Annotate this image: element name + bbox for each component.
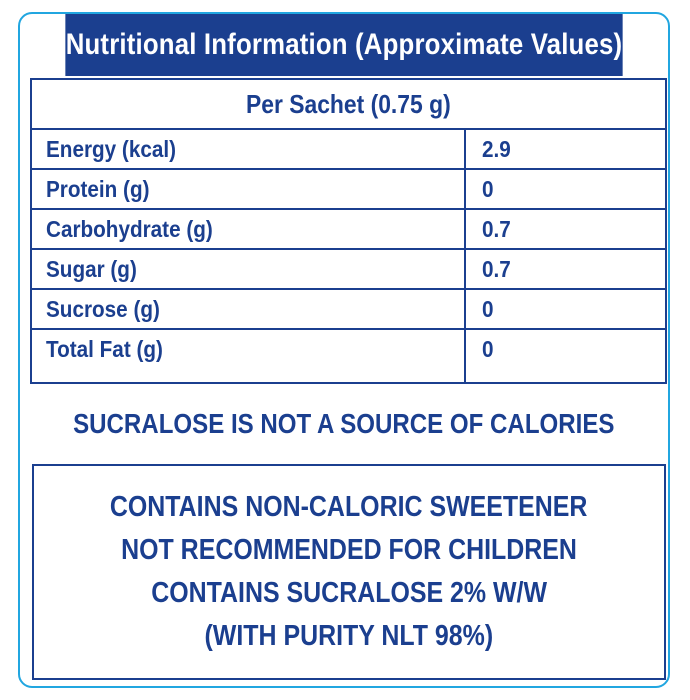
- warning-text: CONTAINS NON-CALORIC SWEETENER: [110, 491, 588, 523]
- table-row: Protein (g) 0: [32, 170, 665, 210]
- nutrition-header: Nutritional Information (Approximate Val…: [65, 14, 623, 76]
- nutrient-value: 0.7: [482, 216, 511, 242]
- nutrient-name: Total Fat (g): [46, 336, 163, 362]
- table-row: Energy (kcal) 2.9: [32, 130, 665, 170]
- calorie-notice: SUCRALOSE IS NOT A SOURCE OF CALORIES: [20, 404, 668, 444]
- nutrition-title: Nutritional Information (Approximate Val…: [65, 28, 623, 61]
- nutrient-name: Carbohydrate (g): [46, 216, 213, 242]
- nutrient-value: 0.7: [482, 256, 511, 282]
- table-row: Sugar (g) 0.7: [32, 250, 665, 290]
- table-row: Total Fat (g) 0: [32, 330, 665, 370]
- nutrient-value: 0: [482, 296, 494, 322]
- serving-size-label: Per Sachet (0.75 g): [246, 88, 451, 119]
- nutrient-name: Protein (g): [46, 176, 150, 202]
- nutrient-value: 0: [482, 336, 494, 362]
- table-row: Sucrose (g) 0: [32, 290, 665, 330]
- table-row: Carbohydrate (g) 0.7: [32, 210, 665, 250]
- warning-text: CONTAINS SUCRALOSE 2% W/W: [151, 577, 547, 609]
- warning-line: CONTAINS NON-CALORIC SWEETENER: [71, 486, 626, 529]
- warning-box: CONTAINS NON-CALORIC SWEETENER NOT RECOM…: [32, 464, 666, 680]
- nutrition-label-card: Nutritional Information (Approximate Val…: [18, 12, 670, 688]
- nutrient-value: 2.9: [482, 136, 511, 162]
- nutrient-name: Sugar (g): [46, 256, 137, 282]
- serving-size-header: Per Sachet (0.75 g): [32, 80, 665, 130]
- calorie-notice-text: SUCRALOSE IS NOT A SOURCE OF CALORIES: [73, 408, 615, 439]
- column-divider: [464, 130, 466, 384]
- warning-text: (WITH PURITY NLT 98%): [204, 620, 494, 652]
- warning-line: (WITH PURITY NLT 98%): [181, 615, 517, 658]
- warning-line: NOT RECOMMENDED FOR CHILDREN: [84, 529, 614, 572]
- nutrient-value: 0: [482, 176, 494, 202]
- warning-line: CONTAINS SUCRALOSE 2% W/W: [119, 572, 579, 615]
- nutrition-table: Per Sachet (0.75 g) Energy (kcal) 2.9 Pr…: [30, 78, 667, 384]
- nutrient-name: Sucrose (g): [46, 296, 160, 322]
- nutrient-name: Energy (kcal): [46, 136, 177, 162]
- warning-text: NOT RECOMMENDED FOR CHILDREN: [121, 534, 577, 566]
